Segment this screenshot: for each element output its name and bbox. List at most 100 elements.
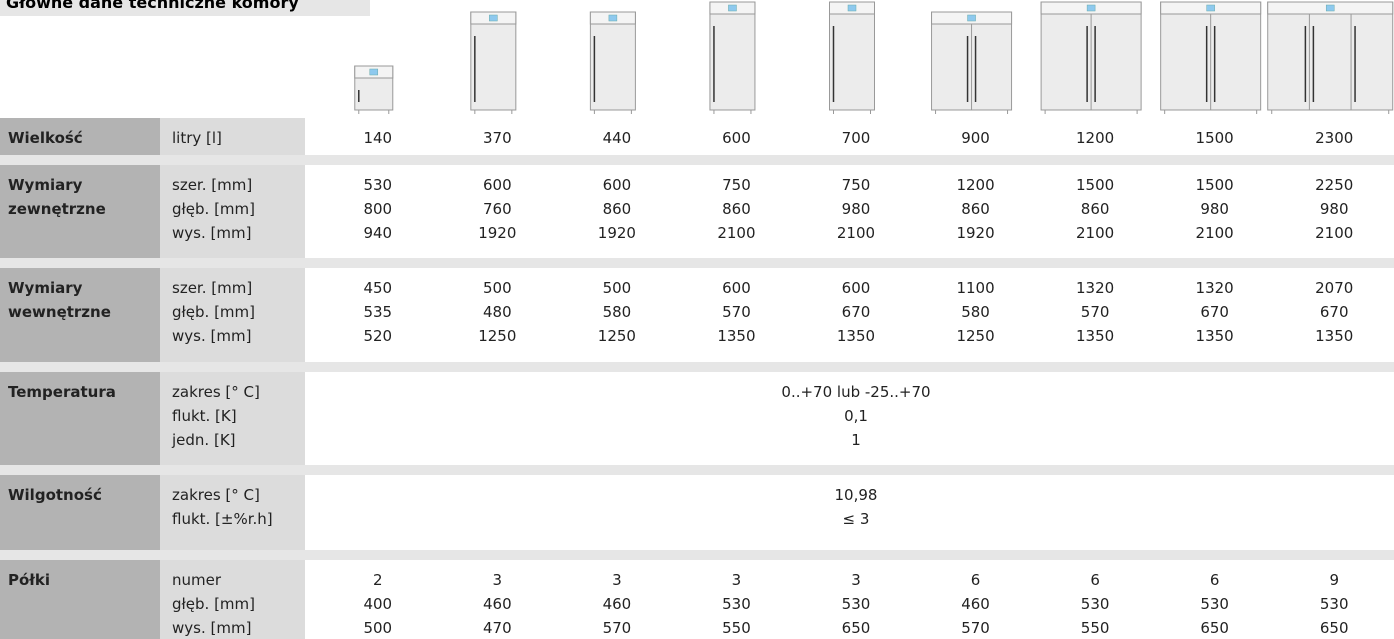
cell-line: 480 [438, 300, 558, 324]
cell-line: 700 [796, 126, 916, 150]
value-cell: 700 [796, 118, 916, 155]
cell-line: 1200 [916, 173, 1036, 197]
value-cell: 22509802100 [1274, 165, 1394, 258]
cell-line: flukt. [K] [172, 404, 305, 428]
cell-line: 1250 [438, 324, 558, 348]
cell-line: 1320 [1035, 276, 1155, 300]
cell-line: 860 [1035, 197, 1155, 221]
cell-line: Wymiary wewnętrzne [8, 276, 120, 324]
cell-line: szer. [mm] [172, 173, 305, 197]
cell-line: 600 [796, 276, 916, 300]
cell-line: 1200 [1035, 126, 1155, 150]
cell-line: 2300 [1274, 126, 1394, 150]
cell-line: 470 [438, 616, 558, 639]
row-label: Wilgotność [0, 475, 160, 550]
row-separator [0, 258, 1394, 268]
cell-line: 2100 [1274, 221, 1394, 245]
row-units: szer. [mm]głęb. [mm]wys. [mm] [160, 268, 305, 362]
fridge-icons [0, 0, 1394, 118]
cell-line: 570 [916, 616, 1036, 639]
cell-line: 580 [557, 300, 677, 324]
cell-line: 600 [557, 173, 677, 197]
cell-line: 1350 [1035, 324, 1155, 348]
cell-line: zakres [° C] [172, 483, 305, 507]
cell-line: 1920 [916, 221, 1036, 245]
cell-line: 500 [438, 276, 558, 300]
cell-line: 3 [796, 568, 916, 592]
cell-line: 400 [318, 592, 438, 616]
cell-line: 670 [1274, 300, 1394, 324]
cell-line: szer. [mm] [172, 276, 305, 300]
cell-line: zakres [° C] [172, 380, 305, 404]
cell-line: 3 [438, 568, 558, 592]
value-cell: 530800940 [318, 165, 438, 258]
cell-line: 1500 [1155, 126, 1275, 150]
cell-line: 1 [318, 428, 1394, 452]
row-units: szer. [mm]głęb. [mm]wys. [mm] [160, 165, 305, 258]
value-cell: 370 [438, 118, 558, 155]
icon-part [471, 12, 516, 110]
cell-line: 460 [557, 592, 677, 616]
value-cell: 15008602100 [1035, 165, 1155, 258]
cell-line: 600 [677, 126, 797, 150]
cell-line: 460 [916, 592, 1036, 616]
icon-part [590, 12, 635, 110]
cell-line: 450 [318, 276, 438, 300]
value-cell: 3460570 [557, 560, 677, 639]
cell-line: 580 [916, 300, 1036, 324]
value-cell: 900 [916, 118, 1036, 155]
cell-line: 550 [677, 616, 797, 639]
row-separator [0, 155, 1394, 165]
cell-line: 670 [796, 300, 916, 324]
cell-line: 1250 [916, 324, 1036, 348]
cell-line: 1350 [1274, 324, 1394, 348]
row-label: Półki [0, 560, 160, 639]
cell-line: 6 [1035, 568, 1155, 592]
cell-line: 570 [557, 616, 677, 639]
icon-part [609, 15, 617, 21]
value-cell: 1500 [1155, 118, 1275, 155]
cell-line: 570 [1035, 300, 1155, 324]
cell-line: Wilgotność [8, 483, 120, 507]
cell-line: flukt. [±%r.h] [172, 507, 305, 531]
row-units: zakres [° C]flukt. [±%r.h] [160, 475, 305, 550]
value-cell: 140 [318, 118, 438, 155]
cell-line: 1500 [1155, 173, 1275, 197]
cell-line: ≤ 3 [318, 507, 1394, 531]
cell-line: 500 [318, 616, 438, 639]
icon-part [968, 15, 976, 21]
icon-part [489, 15, 497, 21]
merged-cell: 10,98≤ 3 [318, 475, 1394, 550]
cell-line: 3 [677, 568, 797, 592]
cell-line: wys. [mm] [172, 616, 305, 639]
value-cell: 2300 [1274, 118, 1394, 155]
cell-line: Półki [8, 568, 120, 592]
cell-line: 650 [1155, 616, 1275, 639]
cell-line: 650 [796, 616, 916, 639]
cell-line: 9 [1274, 568, 1394, 592]
cell-line: 1100 [916, 276, 1036, 300]
cell-line: 1350 [1155, 324, 1275, 348]
row-units: numergłęb. [mm]wys. [mm] [160, 560, 305, 639]
cell-line: wys. [mm] [172, 221, 305, 245]
cell-line: 0..+70 lub -25..+70 [318, 380, 1394, 404]
cell-line: 760 [438, 197, 558, 221]
value-cell: 600 [677, 118, 797, 155]
row-separator [0, 465, 1394, 475]
cell-line: 460 [438, 592, 558, 616]
cell-line: 2100 [677, 221, 797, 245]
cell-line: 370 [438, 126, 558, 150]
cell-line: 530 [1155, 592, 1275, 616]
cell-line: 1320 [1155, 276, 1275, 300]
cell-line: 6 [1155, 568, 1275, 592]
cell-line: 535 [318, 300, 438, 324]
cell-line: 2 [318, 568, 438, 592]
